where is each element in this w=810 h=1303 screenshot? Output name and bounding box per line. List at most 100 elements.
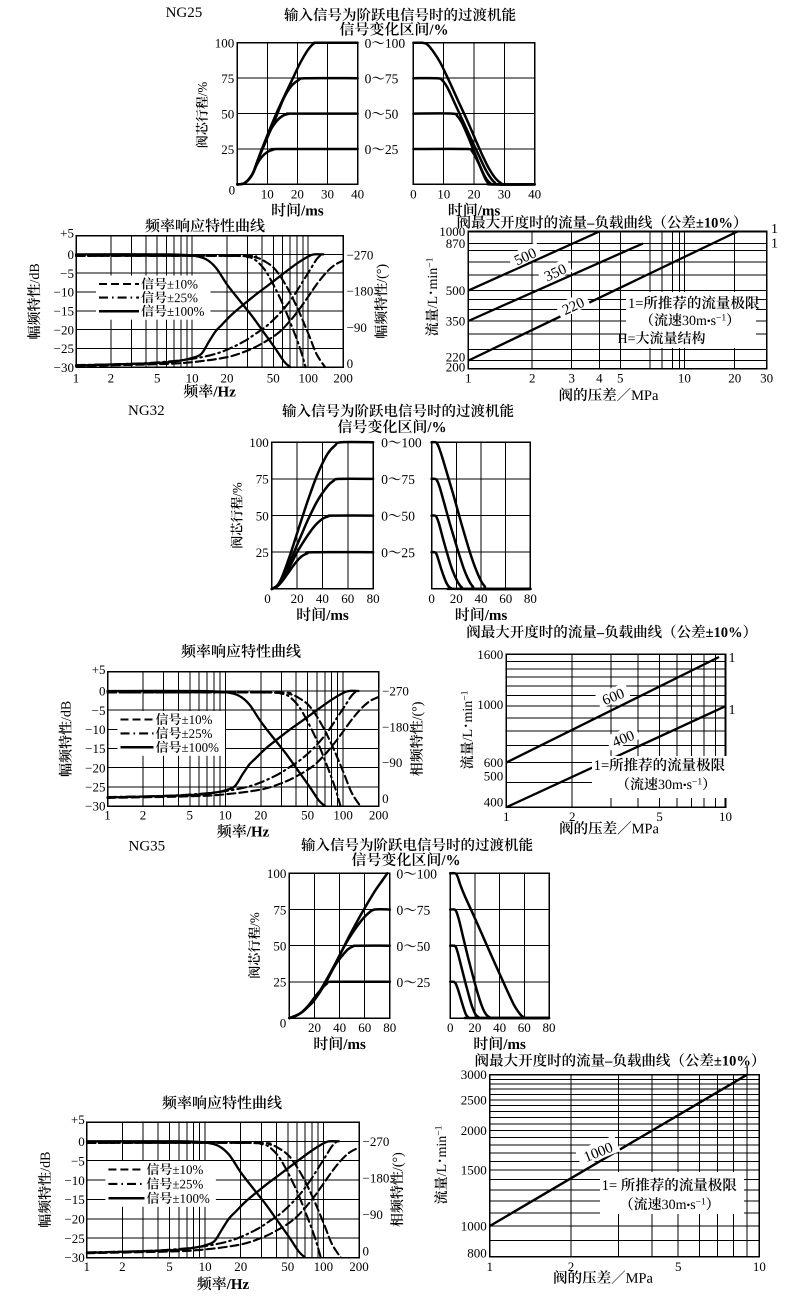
svg-text:0: 0 [99, 684, 106, 699]
svg-text:1: 1 [744, 1064, 751, 1079]
svg-text:−15: −15 [54, 304, 74, 319]
svg-text:−25: −25 [64, 1231, 84, 1246]
svg-text:220: 220 [446, 349, 466, 364]
svg-text:0: 0 [363, 1243, 370, 1258]
svg-text:20: 20 [468, 1020, 481, 1035]
svg-text:20: 20 [728, 371, 741, 386]
svg-text:+5: +5 [60, 226, 74, 241]
svg-text:−15: −15 [64, 1192, 84, 1207]
svg-text:2: 2 [568, 1259, 575, 1274]
svg-text:2: 2 [529, 371, 536, 386]
svg-text:0: 0 [280, 1016, 287, 1031]
svg-text:50: 50 [256, 508, 269, 523]
svg-text:−90: −90 [363, 1207, 383, 1222]
svg-text:1: 1 [503, 809, 510, 824]
svg-text:200: 200 [333, 371, 353, 386]
svg-text:−180: −180 [363, 1171, 390, 1186]
svg-text:−30: −30 [64, 1250, 84, 1265]
svg-text:20: 20 [254, 808, 267, 823]
svg-text:75: 75 [221, 71, 234, 86]
svg-text:1000: 1000 [461, 1219, 487, 1234]
svg-text:40: 40 [333, 1020, 346, 1035]
svg-text:2: 2 [140, 808, 147, 823]
svg-text:20: 20 [291, 186, 304, 201]
svg-text:40: 40 [493, 1020, 506, 1035]
svg-text:500: 500 [446, 283, 466, 298]
svg-text:NG25: NG25 [166, 5, 203, 21]
svg-text:−30: −30 [85, 799, 105, 814]
svg-text:NG35: NG35 [129, 839, 166, 855]
svg-text:10: 10 [186, 371, 199, 386]
svg-text:10: 10 [219, 808, 232, 823]
svg-text:10: 10 [753, 1259, 766, 1274]
svg-text:25: 25 [256, 545, 269, 560]
svg-text:20: 20 [221, 371, 234, 386]
svg-text:200: 200 [349, 1259, 369, 1274]
svg-text:0: 0 [347, 356, 354, 371]
svg-text:−5: −5 [71, 1153, 85, 1168]
svg-text:400: 400 [610, 728, 637, 751]
svg-text:−270: −270 [363, 1134, 390, 1149]
svg-text:−180: −180 [347, 284, 374, 299]
svg-text:−30: −30 [54, 360, 74, 375]
svg-text:0: 0 [78, 1134, 85, 1149]
svg-text:1: 1 [729, 651, 736, 666]
svg-text:20: 20 [450, 591, 463, 606]
svg-text:75: 75 [273, 902, 286, 917]
svg-text:400: 400 [484, 794, 504, 809]
svg-text:50: 50 [221, 106, 234, 121]
svg-text:1: 1 [73, 371, 80, 386]
svg-text:1000: 1000 [439, 224, 465, 239]
svg-text:2: 2 [569, 809, 576, 824]
svg-text:30: 30 [760, 371, 773, 386]
svg-text:−25: −25 [85, 780, 105, 795]
svg-text:4: 4 [596, 371, 603, 386]
svg-text:20: 20 [291, 591, 304, 606]
svg-text:3000: 3000 [461, 1067, 487, 1082]
svg-text:30: 30 [321, 186, 334, 201]
svg-text:+5: +5 [92, 662, 106, 677]
svg-text:30: 30 [498, 186, 511, 201]
svg-text:80: 80 [524, 591, 537, 606]
svg-text:50: 50 [273, 939, 286, 954]
svg-text:−15: −15 [85, 741, 105, 756]
svg-text:−180: −180 [382, 719, 409, 734]
svg-text:−10: −10 [85, 722, 105, 737]
svg-text:10: 10 [199, 1259, 212, 1274]
svg-text:600: 600 [600, 686, 627, 709]
svg-text:60: 60 [499, 591, 512, 606]
svg-text:100: 100 [333, 808, 353, 823]
svg-text:20: 20 [234, 1259, 247, 1274]
svg-text:1000: 1000 [477, 697, 503, 712]
svg-text:10: 10 [437, 186, 450, 201]
svg-text:5: 5 [187, 808, 194, 823]
svg-text:1: 1 [465, 371, 472, 386]
svg-text:1600: 1600 [477, 647, 503, 662]
svg-text:50: 50 [281, 1259, 294, 1274]
svg-text:−90: −90 [382, 755, 402, 770]
svg-text:10: 10 [719, 809, 732, 824]
svg-text:+5: +5 [71, 1112, 85, 1127]
svg-text:80: 80 [367, 591, 380, 606]
svg-text:−5: −5 [60, 266, 74, 281]
svg-text:80: 80 [383, 1020, 396, 1035]
svg-text:5: 5 [656, 809, 663, 824]
svg-text:40: 40 [475, 591, 488, 606]
svg-text:2000: 2000 [461, 1123, 487, 1138]
svg-text:1: 1 [729, 703, 736, 718]
svg-text:10: 10 [678, 371, 691, 386]
svg-text:60: 60 [358, 1020, 371, 1035]
svg-text:−10: −10 [54, 285, 74, 300]
svg-text:25: 25 [273, 975, 286, 990]
svg-text:0: 0 [410, 186, 417, 201]
svg-text:870: 870 [446, 236, 466, 251]
svg-text:0: 0 [447, 1020, 454, 1035]
svg-text:20: 20 [308, 1020, 321, 1035]
svg-text:100: 100 [215, 36, 235, 51]
svg-text:40: 40 [528, 186, 541, 201]
svg-text:350: 350 [446, 314, 466, 329]
svg-text:80: 80 [543, 1020, 556, 1035]
svg-text:100: 100 [267, 866, 287, 881]
svg-text:200: 200 [446, 360, 466, 375]
svg-text:1: 1 [487, 1259, 494, 1274]
